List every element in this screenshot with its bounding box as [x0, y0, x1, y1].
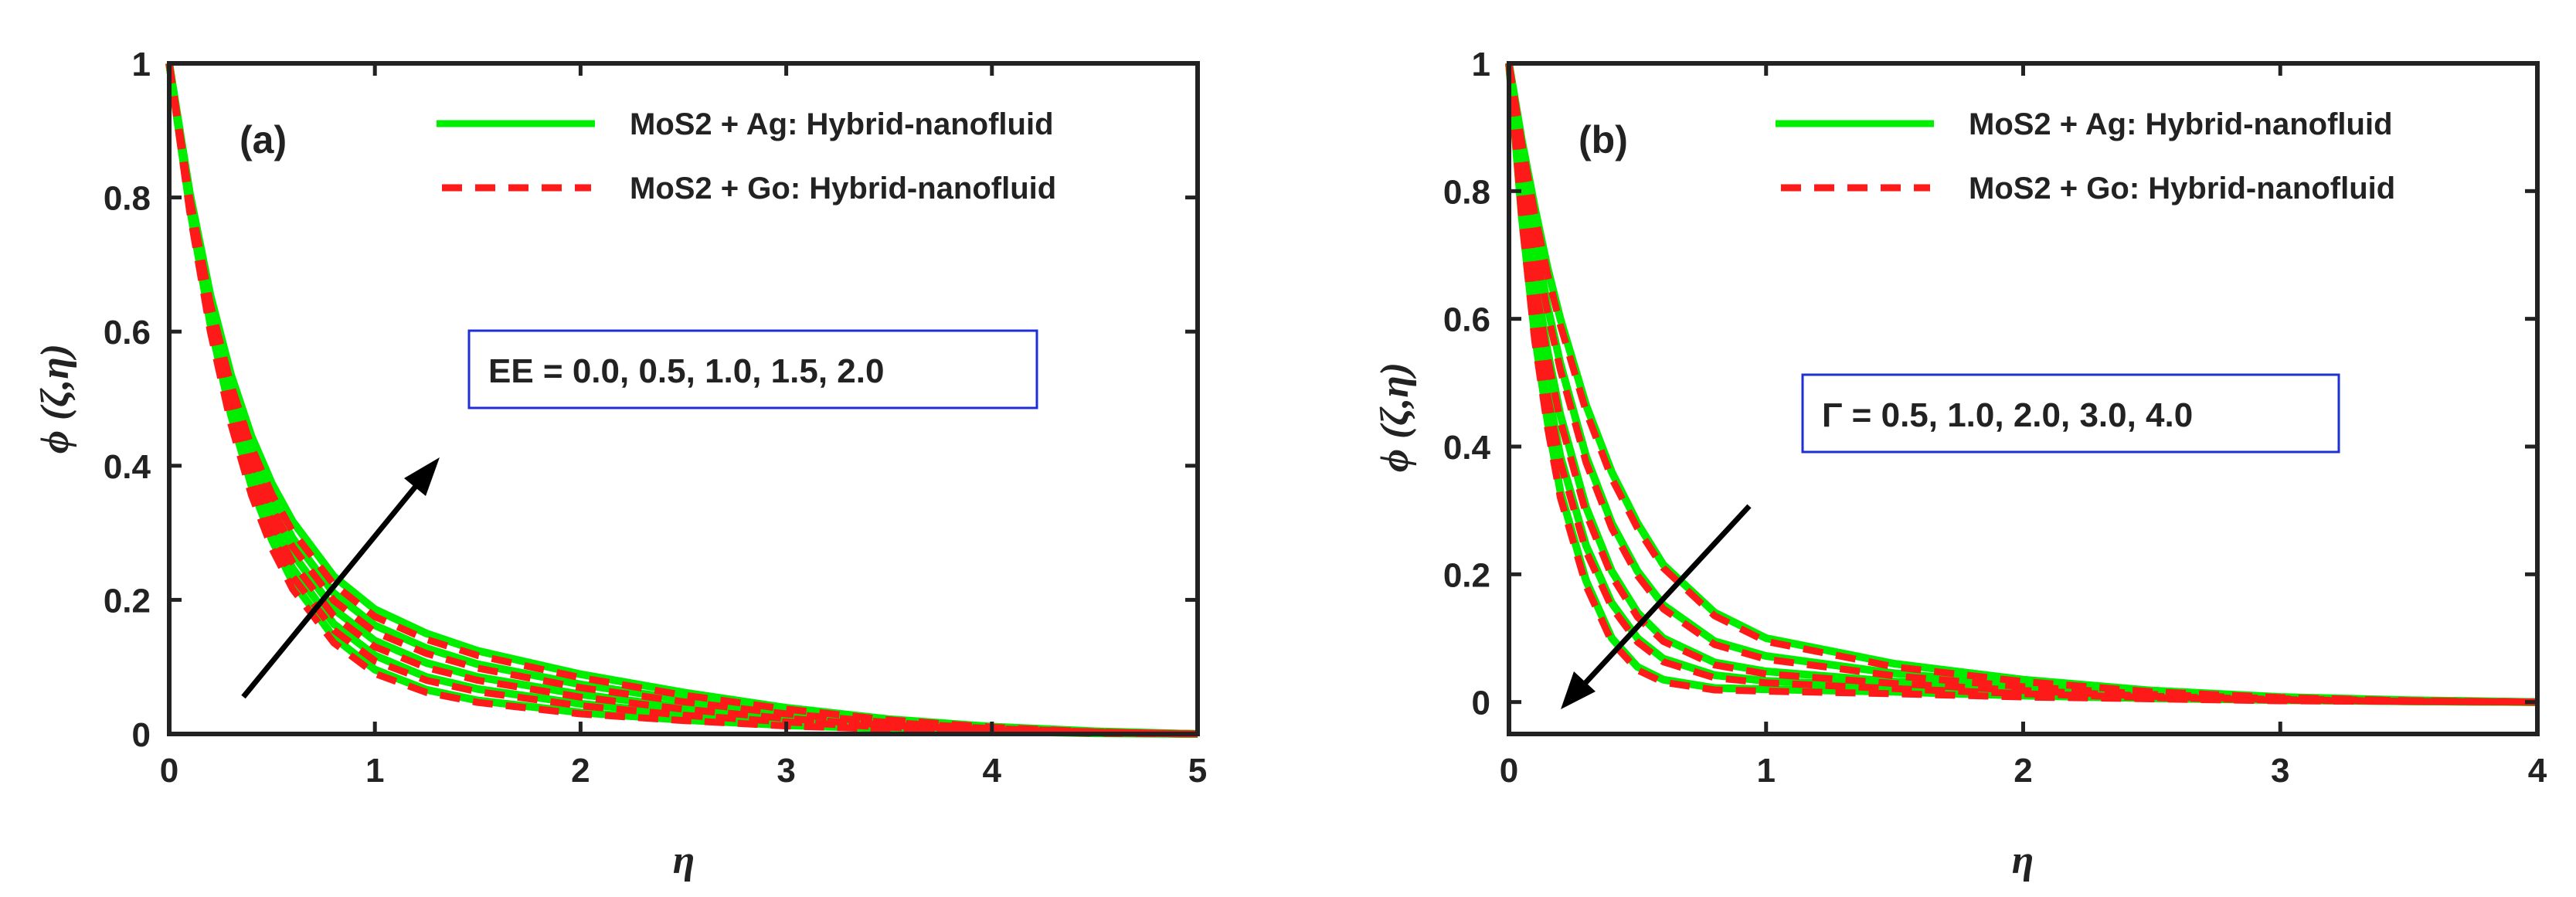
legend-ag-label: MoS2 + Ag: Hybrid-nanofluid — [1969, 107, 2393, 141]
x-tick-label: 2 — [2014, 752, 2032, 790]
x-tick-label: 0 — [160, 752, 178, 790]
panel-b-y-axis-label: ϕ (ζ,η) — [1373, 362, 1417, 472]
panel-a-trend-arrow-icon — [241, 457, 440, 699]
panel-a-ticks — [167, 61, 1200, 736]
x-tick-label: 1 — [365, 752, 384, 790]
x-tick-label: 1 — [1757, 752, 1776, 790]
legend-ag-label: MoS2 + Ag: Hybrid-nanofluid — [630, 107, 1054, 141]
y-tick-label: 0 — [132, 716, 151, 754]
go-curve-4 — [165, 63, 1198, 738]
panel-a-annotation-text: EE = 0.0, 0.5, 1.0, 1.5, 2.0 — [488, 352, 884, 390]
panel-b-x-axis-label: η — [2012, 838, 2034, 882]
panel-b-ticks — [1507, 61, 2540, 734]
x-tick-label: 3 — [777, 752, 795, 790]
x-tick-label: 5 — [1188, 752, 1207, 790]
panel-a-legend: MoS2 + Ag: Hybrid-nanofluid MoS2 + Go: H… — [437, 107, 1056, 206]
y-tick-label: 0.6 — [104, 314, 151, 352]
panel-a-annotation-box — [467, 329, 1038, 409]
x-tick-label: 2 — [571, 752, 590, 790]
x-tick-label: 4 — [2528, 752, 2547, 790]
go-curve-4 — [1505, 63, 2538, 706]
y-tick-label: 0.6 — [1443, 301, 1490, 339]
y-tick-label: 0.4 — [1443, 429, 1491, 467]
y-tick-label: 0.8 — [104, 180, 151, 218]
panel-b-label: (b) — [1579, 118, 1628, 161]
y-tick-label: 0.2 — [1443, 556, 1490, 594]
y-tick-label: 0.8 — [1443, 173, 1490, 211]
y-tick-label: 0.4 — [104, 448, 151, 486]
y-tick-label: 1 — [132, 46, 151, 83]
panel-b-curves — [1505, 63, 2538, 706]
panel-b-trend-arrow-icon — [1561, 504, 1752, 709]
panel-a-tick-labels: 0 1 2 3 4 5 0 0.2 0.4 0.6 0.8 1 — [104, 46, 1207, 790]
panel-a-label: (a) — [240, 118, 287, 161]
go-curve-1 — [1505, 63, 2538, 706]
y-tick-label: 0 — [1472, 685, 1490, 722]
go-curve-3 — [165, 63, 1198, 738]
x-tick-label: 0 — [1500, 752, 1518, 790]
panel-b-legend: MoS2 + Ag: Hybrid-nanofluid MoS2 + Go: H… — [1776, 107, 2395, 206]
panel-b-chart: 0 1 2 3 4 0 0.2 0.4 0.6 0.8 1 (b) MoS2 + Ag: Hybri… — [1373, 46, 2547, 882]
panel-b-tick-labels: 0 1 2 3 4 0 0.2 0.4 0.6 0.8 1 — [1443, 46, 2547, 790]
x-tick-label: 3 — [2271, 752, 2289, 790]
x-tick-label: 4 — [983, 752, 1002, 790]
go-curve-3 — [1505, 63, 2538, 706]
panel-a-axes-frame — [167, 61, 1200, 736]
y-tick-label: 1 — [1472, 46, 1490, 83]
panel-a-x-axis-label: η — [673, 838, 695, 882]
go-curve-0 — [1505, 63, 2538, 706]
legend-go-label: MoS2 + Go: Hybrid-nanofluid — [630, 172, 1056, 206]
y-tick-label: 0.2 — [104, 582, 151, 620]
legend-go-label: MoS2 + Go: Hybrid-nanofluid — [1969, 172, 2395, 206]
panel-a-y-axis-label: ϕ (ζ,η) — [33, 344, 77, 454]
panel-a-chart: 0 1 2 3 4 5 0 0.2 0.4 0.6 0.8 1 (a) MoS2 + Ag: Hybr… — [33, 46, 1207, 882]
panel-b-annotation-box — [1801, 373, 2340, 454]
panel-b-annotation-text: Γ = 0.5, 1.0, 2.0, 3.0, 4.0 — [1822, 396, 2193, 434]
panel-a-curves — [165, 63, 1198, 738]
